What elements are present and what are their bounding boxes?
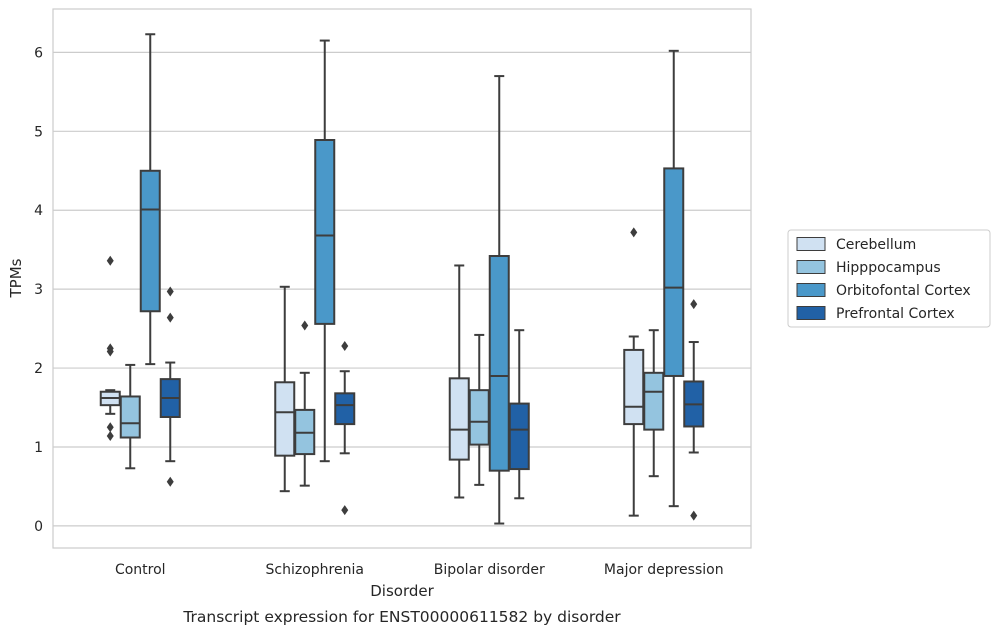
legend-swatch xyxy=(796,237,826,251)
x-tick-label: Control xyxy=(115,562,166,578)
x-tick-label: Major depression xyxy=(604,562,724,578)
box-3-0 xyxy=(159,286,181,487)
outlier-point xyxy=(106,346,114,357)
box-3-2 xyxy=(508,329,530,500)
outlier-point xyxy=(166,476,174,487)
y-axis-label: TPMs xyxy=(7,258,25,298)
box-1-3 xyxy=(643,329,665,478)
y-tick-label: 5 xyxy=(34,124,43,140)
y-tick-label: 2 xyxy=(34,361,43,377)
box-0-1 xyxy=(274,285,296,493)
outlier-point xyxy=(630,227,638,238)
box-iqr xyxy=(119,395,141,439)
y-tick-label: 1 xyxy=(34,440,43,456)
box-series xyxy=(99,33,705,525)
outlier-point xyxy=(106,430,114,441)
outlier-point xyxy=(166,312,174,323)
box-iqr xyxy=(663,167,685,377)
box-iqr xyxy=(448,377,470,461)
box-0-2 xyxy=(448,264,470,499)
box-3-3 xyxy=(683,299,705,521)
box-iqr xyxy=(643,371,665,431)
legend-frame xyxy=(787,229,991,328)
box-iqr xyxy=(488,255,510,472)
x-tick-label: Schizophrenia xyxy=(266,562,364,578)
outlier-point xyxy=(341,340,349,351)
x-tick-labels: Control Schizophrenia Bipolar disorder Majo… xyxy=(115,562,724,578)
box-iqr xyxy=(508,402,530,471)
y-tick-label: 0 xyxy=(34,519,43,535)
outlier-point xyxy=(341,505,349,516)
box-iqr xyxy=(334,392,356,426)
box-2-1 xyxy=(314,39,336,463)
y-tick-labels: 0 1 2 3 4 5 6 xyxy=(34,45,43,534)
legend-swatch xyxy=(796,283,826,297)
box-iqr xyxy=(139,169,161,313)
box-1-1 xyxy=(294,320,316,487)
legend-label: Orbitofontal Cortex xyxy=(836,283,971,299)
y-tick-label: 3 xyxy=(34,282,43,298)
legend-swatch xyxy=(796,260,826,274)
box-3-1 xyxy=(334,340,356,516)
box-2-2 xyxy=(488,75,510,525)
legend-label: Hipppocampus xyxy=(836,260,941,276)
legend: Cerebellum Hipppocampus Orbitofontal Corte… xyxy=(787,229,991,328)
box-iqr xyxy=(314,139,336,325)
y-tick-label: 6 xyxy=(34,45,43,61)
outlier-point xyxy=(690,299,698,310)
x-tick-label: Bipolar disorder xyxy=(434,562,545,578)
box-2-0 xyxy=(139,33,161,366)
box-iqr xyxy=(623,348,645,426)
chart-caption: Transcript expression for ENST0000061158… xyxy=(182,608,621,626)
box-0-3 xyxy=(623,227,645,517)
legend-swatch xyxy=(796,306,826,320)
outlier-point xyxy=(166,286,174,297)
y-tick-label: 4 xyxy=(34,203,43,219)
box-iqr xyxy=(468,389,490,446)
x-axis-label: Disorder xyxy=(370,582,434,600)
outlier-point xyxy=(690,510,698,521)
outlier-point xyxy=(106,422,114,433)
legend-label: Cerebellum xyxy=(836,237,916,253)
box-1-0 xyxy=(119,363,141,470)
outlier-point xyxy=(301,320,309,331)
box-iqr xyxy=(274,381,296,457)
outlier-point xyxy=(106,255,114,266)
box-2-3 xyxy=(663,49,685,508)
legend-label: Prefrontal Cortex xyxy=(836,306,955,322)
